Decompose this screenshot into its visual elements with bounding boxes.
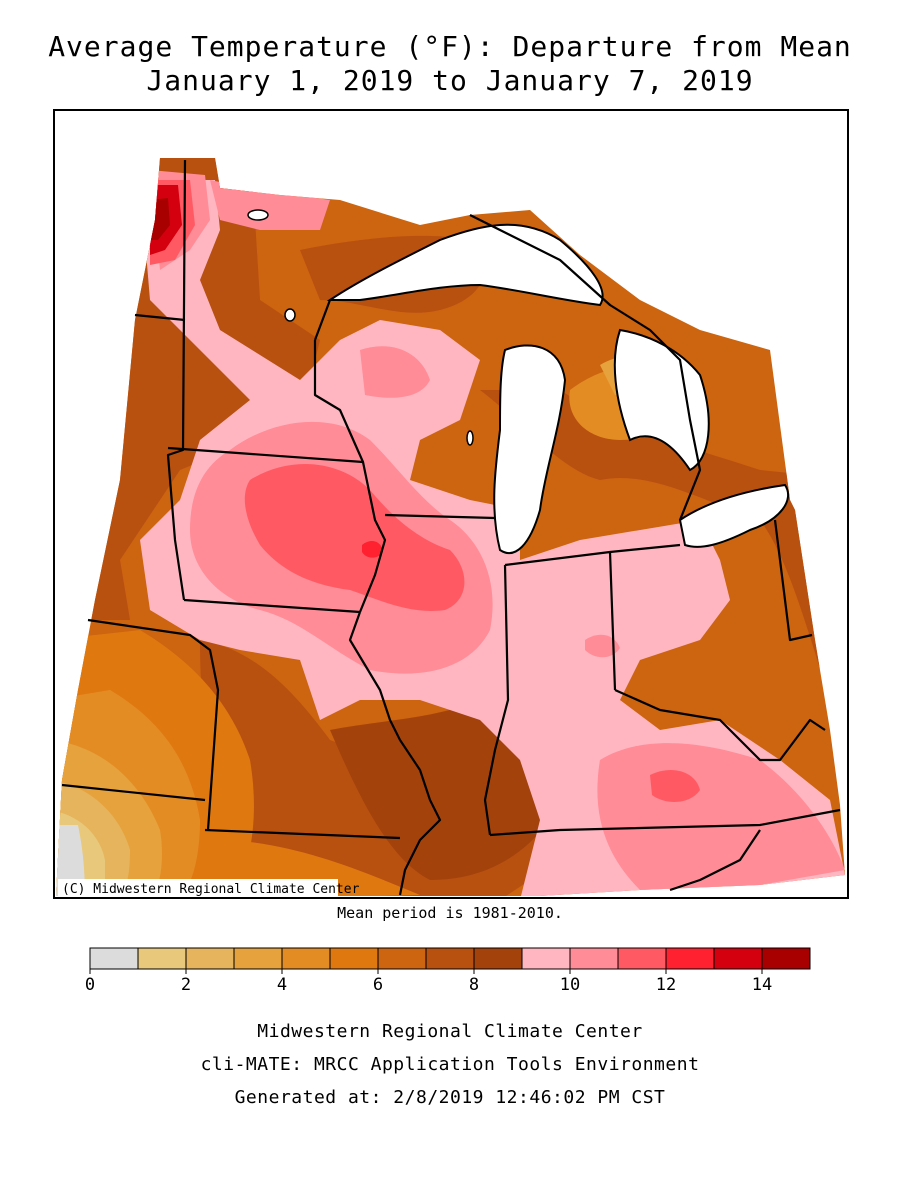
- legend-swatch: [617, 947, 667, 970]
- legend-tick-label: 12: [656, 975, 676, 995]
- border-ks-ok-west: [61, 783, 206, 802]
- mean-period-note: Mean period is 1981-2010.: [337, 904, 563, 922]
- border-mn-wi-north: [313, 299, 332, 341]
- legend-swatch: [713, 947, 763, 970]
- border-mo-ar: [204, 828, 401, 840]
- copyright-text: (C) Midwestern Regional Climate Center: [62, 882, 360, 897]
- legend-swatch: [521, 947, 571, 970]
- legend-tick-label: 0: [85, 975, 95, 995]
- legend-swatch: [569, 947, 619, 970]
- footer-organization: Midwestern Regional Climate Center: [257, 1021, 643, 1042]
- legend-swatch: [281, 947, 331, 970]
- mille-lacs-lake: [284, 308, 296, 322]
- map-title-line-2: January 1, 2019 to January 7, 2019: [146, 64, 754, 97]
- border-mississippi-south: [348, 611, 442, 896]
- legend-tick-label: 4: [277, 975, 287, 995]
- lake-michigan: [493, 344, 567, 555]
- legend-tick-label: 2: [181, 975, 191, 995]
- lake-erie: [678, 483, 790, 548]
- field-9-10: [140, 180, 845, 896]
- legend-swatch: [89, 947, 139, 970]
- footer-generated: Generated at: 2/8/2019 12:46:02 PM CST: [234, 1087, 666, 1108]
- border-canada: [469, 214, 702, 521]
- border-mn-ia: [167, 446, 364, 464]
- legend-tick-label: 10: [560, 975, 580, 995]
- legend-swatch: [377, 947, 427, 970]
- border-il-in: [483, 564, 510, 836]
- state-borders: [61, 159, 841, 896]
- field-7-8-east: [480, 390, 845, 700]
- lake-superior: [326, 223, 604, 307]
- legend-tick-label: 6: [373, 975, 383, 995]
- field-10-11-wisconsin: [360, 346, 430, 398]
- field-10-11-indiana-spot: [585, 634, 620, 658]
- footer-tool: cli-MATE: MRCC Application Tools Environ…: [200, 1054, 700, 1075]
- field-11-12-iowa: [244, 463, 465, 611]
- border-ne-ks: [87, 618, 220, 831]
- color-legend: 0 2 4 6 8 10 12 14: [85, 947, 811, 995]
- border-nd-sd: [134, 313, 186, 322]
- legend-tick-label: 8: [469, 975, 479, 995]
- field-12-13-iowa-spot: [362, 541, 383, 558]
- border-ky-tn: [489, 808, 841, 837]
- legend-swatch: [761, 947, 811, 970]
- legend-swatch: [329, 947, 379, 970]
- border-mississippi-ia: [313, 340, 387, 613]
- great-lakes: [326, 223, 790, 555]
- border-mi-oh: [609, 543, 681, 554]
- legend-swatch: [665, 947, 715, 970]
- legend-swatch: [185, 947, 235, 970]
- legend-swatch: [473, 947, 523, 970]
- legend-swatch: [233, 947, 283, 970]
- lake-huron: [613, 328, 710, 472]
- border-ohio-river: [614, 688, 826, 762]
- legend-tick-label: 14: [752, 975, 772, 995]
- field-11-12-kentucky: [650, 770, 700, 802]
- legend-swatch: [425, 947, 475, 970]
- border-mn-west: [166, 159, 187, 601]
- copyright-box: [58, 879, 338, 897]
- lake-winnebago: [466, 430, 474, 446]
- red-lake: [247, 209, 269, 221]
- border-oh-pa: [773, 519, 813, 642]
- map-title-line-1: Average Temperature (°F): Departure from…: [48, 30, 852, 63]
- border-wi-il: [384, 513, 496, 520]
- border-ky-va: [669, 829, 761, 892]
- legend-swatch: [137, 947, 187, 970]
- small-lakes: [247, 209, 474, 446]
- field-10-11-north: [210, 180, 330, 230]
- border-ia-mo: [183, 598, 361, 614]
